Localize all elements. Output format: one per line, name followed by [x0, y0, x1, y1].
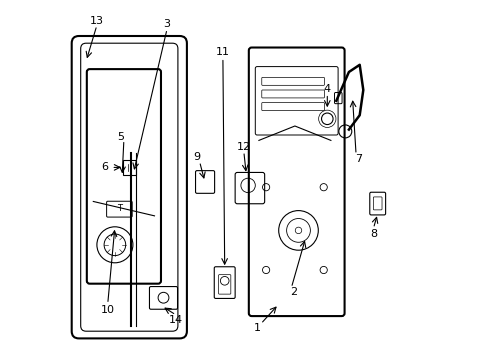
- Text: 5: 5: [117, 132, 123, 142]
- Text: 9: 9: [193, 152, 200, 162]
- Text: 11: 11: [216, 47, 229, 57]
- Text: 12: 12: [236, 142, 250, 152]
- Text: 8: 8: [369, 229, 376, 239]
- Text: 13: 13: [90, 16, 103, 26]
- Text: 10: 10: [101, 305, 115, 315]
- Text: 2: 2: [290, 287, 297, 297]
- Text: 4: 4: [323, 84, 330, 94]
- Text: 7: 7: [355, 154, 362, 164]
- Text: 6: 6: [101, 162, 108, 172]
- Text: T: T: [117, 204, 122, 213]
- Text: 1: 1: [253, 323, 260, 333]
- Text: 3: 3: [163, 19, 170, 30]
- Text: 14: 14: [169, 315, 183, 325]
